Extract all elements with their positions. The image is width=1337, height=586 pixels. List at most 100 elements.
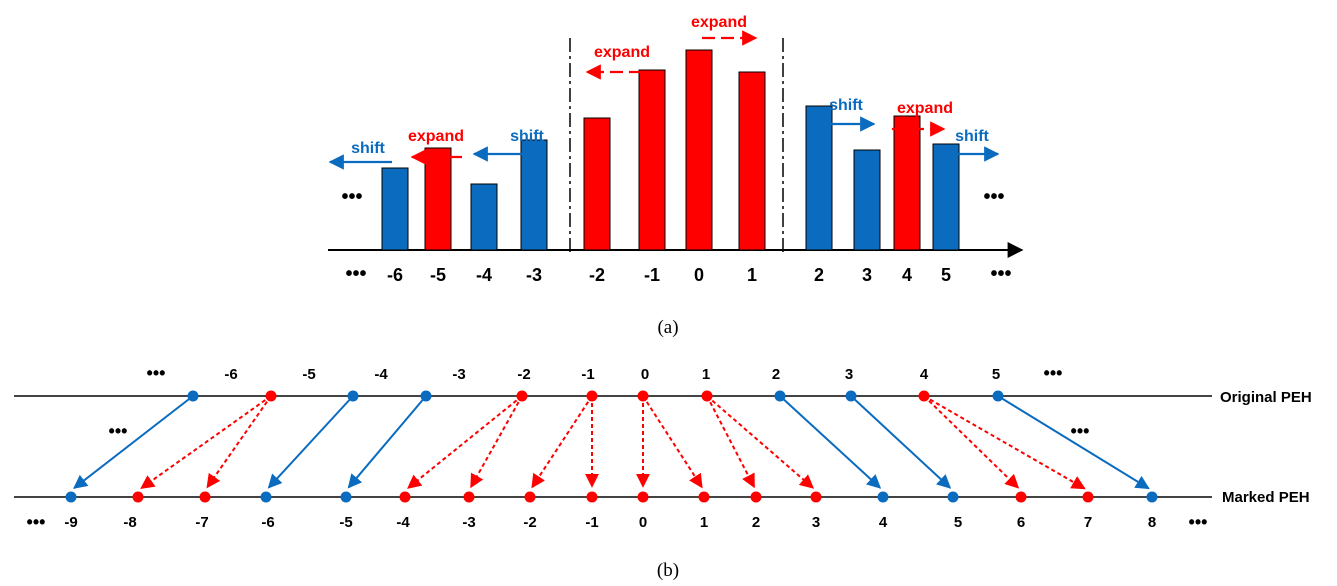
marked-label--8: -8 — [123, 514, 136, 531]
marked-label-6: 6 — [1017, 514, 1025, 531]
ellipsis-b-mid-right: ••• — [1071, 421, 1090, 441]
mapping-4-to-7 — [923, 395, 1086, 490]
caption-b: (b) — [657, 560, 679, 581]
ellipsis-right-lower: ••• — [990, 263, 1011, 285]
original-label-5: 5 — [992, 366, 1000, 383]
tick-label--4: -4 — [476, 265, 492, 285]
mapping-1-to-3 — [706, 395, 815, 489]
original-point-0 — [637, 390, 649, 402]
marked-label--4: -4 — [396, 514, 410, 531]
mapping-1-to-2 — [706, 395, 756, 489]
mapping-5-to-8 — [997, 395, 1150, 490]
marked-label--2: -2 — [523, 514, 536, 531]
bar-1 — [738, 71, 766, 251]
original-label--2: -2 — [517, 366, 530, 383]
original-point--5 — [265, 390, 277, 402]
mapping-3-to-5 — [850, 395, 952, 489]
caption-a: (a) — [657, 317, 678, 338]
tick-label--1: -1 — [644, 265, 660, 285]
marked-label-5: 5 — [954, 514, 962, 531]
marked-point-2 — [750, 491, 762, 503]
marked-label-2: 2 — [752, 514, 760, 531]
bar--5 — [424, 147, 452, 251]
marked-point--8 — [132, 491, 144, 503]
marked-label-1: 1 — [700, 514, 708, 531]
bar--6 — [381, 167, 409, 251]
tick-label-1: 1 — [747, 265, 757, 285]
tick-label-3: 3 — [862, 265, 872, 285]
marked-point--6 — [260, 491, 272, 503]
tick-label-5: 5 — [941, 265, 951, 285]
marked-point-8 — [1146, 491, 1158, 503]
tick-label--2: -2 — [589, 265, 605, 285]
marked-label--6: -6 — [261, 514, 274, 531]
original-point-5 — [992, 390, 1004, 402]
original-label--1: -1 — [581, 366, 594, 383]
tick-label--6: -6 — [387, 265, 403, 285]
tick-label--5: -5 — [430, 265, 446, 285]
tick-label-4: 4 — [902, 265, 912, 285]
mapping--3-to--5 — [347, 395, 427, 489]
panel-b-mapping: Original PEH Marked PEH -6 -5 -4 -3 -2 -1 0 1 2 3… — [14, 363, 1312, 581]
original-label-0: 0 — [641, 366, 649, 383]
mapping-4-to-6 — [923, 395, 1020, 489]
bar-4 — [893, 115, 921, 251]
annotation-shift-right-7: shift — [955, 128, 989, 145]
marked-point--2 — [524, 491, 536, 503]
marked-point-1 — [698, 491, 710, 503]
annotation-shift-right-5: shift — [829, 97, 863, 114]
mapping--2-to--3 — [470, 395, 523, 489]
original-label--6: -6 — [224, 366, 237, 383]
mapping-2-to-4 — [779, 395, 882, 489]
original-point-3 — [845, 390, 857, 402]
bar--3 — [520, 139, 548, 251]
marked-label--7: -7 — [195, 514, 208, 531]
marked-label-3: 3 — [812, 514, 820, 531]
annotation-shift-left-2: shift — [510, 128, 544, 145]
mapping-0-to-1 — [642, 395, 703, 489]
ellipsis-right-upper: ••• — [983, 186, 1004, 208]
marked-label--5: -5 — [339, 514, 352, 531]
marked-point-7 — [1082, 491, 1094, 503]
mapping--2-to--4 — [407, 395, 523, 489]
original-label-2: 2 — [772, 366, 780, 383]
ellipsis-b-top-right: ••• — [1044, 363, 1063, 383]
bar--1 — [638, 69, 666, 251]
original-label--5: -5 — [302, 366, 315, 383]
marked-point--9 — [65, 491, 77, 503]
original-label-1: 1 — [702, 366, 710, 383]
mapping--4-to--6 — [267, 395, 354, 489]
bar-5 — [932, 143, 960, 251]
original-point-1 — [701, 390, 713, 402]
marked-point--5 — [340, 491, 352, 503]
bar-2 — [805, 105, 833, 251]
marked-label--3: -3 — [462, 514, 475, 531]
marked-label-4: 4 — [879, 514, 888, 531]
marked-point--1 — [586, 491, 598, 503]
ellipsis-b-bottom-right: ••• — [1189, 512, 1208, 532]
marked-point-5 — [947, 491, 959, 503]
marked-point-3 — [810, 491, 822, 503]
bar--2 — [583, 117, 611, 251]
bar-0 — [685, 49, 713, 251]
ellipsis-left-upper: ••• — [341, 186, 362, 208]
mapping--6-to--9 — [73, 395, 194, 489]
marked-point--3 — [463, 491, 475, 503]
annotation-shift-left-0: shift — [351, 140, 385, 157]
annotation-expand-right-6: expand — [897, 100, 953, 117]
bar--4 — [470, 183, 498, 251]
marked-label--9: -9 — [64, 514, 77, 531]
tick-label--3: -3 — [526, 265, 542, 285]
bar-3 — [853, 149, 881, 251]
original-point-4 — [918, 390, 930, 402]
ellipsis-b-top-left: ••• — [147, 363, 166, 383]
original-point--4 — [347, 390, 359, 402]
marked-point-0 — [637, 491, 649, 503]
marked-point-6 — [1015, 491, 1027, 503]
ellipsis-left-lower: ••• — [345, 263, 366, 285]
marked-peh-label: Marked PEH — [1222, 489, 1310, 506]
marked-point--7 — [199, 491, 211, 503]
original-label--4: -4 — [374, 366, 388, 383]
